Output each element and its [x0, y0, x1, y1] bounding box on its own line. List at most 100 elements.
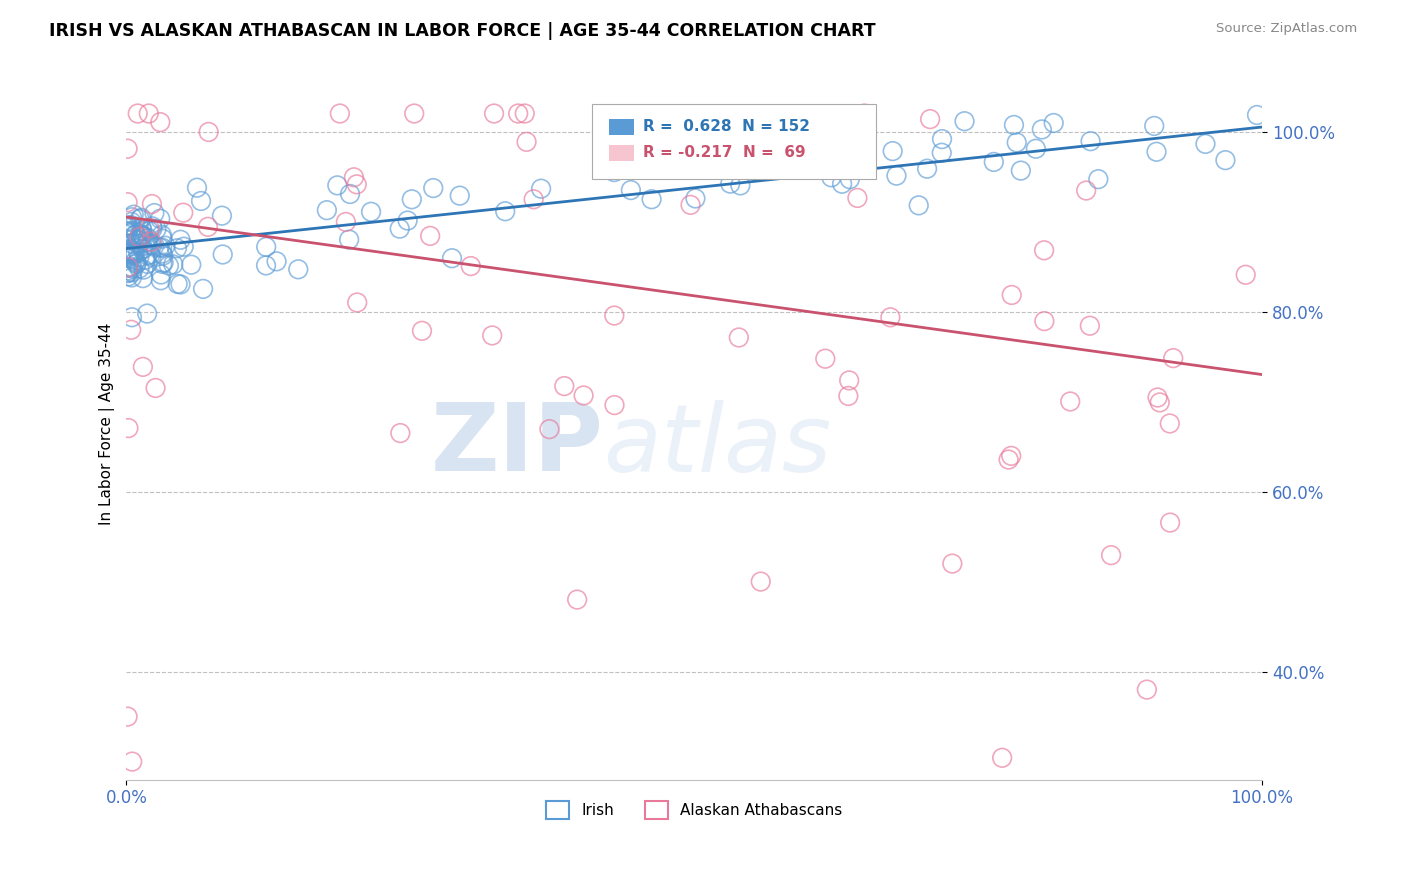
- Point: [915, 161, 938, 176]
- Point: [814, 351, 837, 366]
- Point: [117, 219, 139, 233]
- Point: [287, 262, 309, 277]
- Point: [141, 238, 163, 252]
- Point: [530, 182, 553, 196]
- Point: [169, 277, 191, 292]
- Point: [494, 204, 516, 219]
- Bar: [609, 145, 634, 161]
- Point: [117, 142, 139, 156]
- Point: [152, 255, 174, 269]
- Point: [136, 248, 159, 262]
- Point: [131, 224, 153, 238]
- Point: [143, 206, 166, 220]
- Point: [138, 224, 160, 238]
- Point: [157, 259, 180, 273]
- Point: [124, 254, 146, 268]
- Point: [131, 228, 153, 243]
- Point: [197, 219, 219, 234]
- Point: [145, 222, 167, 236]
- Point: [127, 233, 149, 247]
- Point: [852, 123, 875, 137]
- Legend: Irish, Alaskan Athabascans: Irish, Alaskan Athabascans: [540, 795, 848, 825]
- Point: [1076, 184, 1098, 198]
- Point: [396, 213, 419, 227]
- Point: [329, 106, 352, 120]
- Point: [173, 240, 195, 254]
- Point: [1078, 318, 1101, 333]
- Bar: [609, 119, 634, 135]
- Point: [131, 211, 153, 225]
- Text: R = -0.217  N =  69: R = -0.217 N = 69: [643, 145, 806, 160]
- Point: [835, 135, 858, 149]
- Point: [122, 245, 145, 260]
- Point: [603, 398, 626, 412]
- Point: [122, 228, 145, 243]
- Point: [931, 145, 953, 160]
- Point: [121, 211, 143, 225]
- Point: [879, 310, 901, 325]
- Point: [603, 165, 626, 179]
- Point: [135, 252, 157, 267]
- Text: atlas: atlas: [603, 400, 832, 491]
- Point: [139, 238, 162, 252]
- Point: [136, 257, 159, 271]
- Point: [1215, 153, 1237, 168]
- Point: [1194, 136, 1216, 151]
- Point: [1002, 118, 1025, 132]
- Point: [749, 574, 772, 589]
- Point: [685, 191, 707, 205]
- Point: [121, 236, 143, 251]
- Point: [136, 235, 159, 249]
- Point: [180, 258, 202, 272]
- Point: [449, 188, 471, 202]
- Point: [718, 177, 741, 191]
- Point: [128, 230, 150, 244]
- Point: [148, 241, 170, 255]
- Point: [1159, 516, 1181, 530]
- Point: [152, 248, 174, 262]
- Point: [120, 247, 142, 261]
- Point: [197, 125, 219, 139]
- Point: [1059, 394, 1081, 409]
- Point: [1005, 136, 1028, 150]
- Point: [118, 246, 141, 260]
- Point: [565, 592, 588, 607]
- Point: [125, 227, 148, 242]
- Point: [1234, 268, 1257, 282]
- Point: [117, 269, 139, 284]
- Point: [266, 254, 288, 268]
- Point: [132, 262, 155, 277]
- Point: [118, 251, 141, 265]
- Point: [121, 244, 143, 259]
- Point: [853, 106, 876, 120]
- Point: [679, 198, 702, 212]
- Point: [131, 228, 153, 243]
- Point: [953, 114, 976, 128]
- Point: [1010, 163, 1032, 178]
- Point: [120, 260, 142, 274]
- Point: [120, 323, 142, 337]
- Point: [128, 212, 150, 227]
- FancyBboxPatch shape: [592, 104, 876, 178]
- Point: [419, 228, 441, 243]
- Point: [1080, 134, 1102, 148]
- Point: [346, 295, 368, 310]
- Point: [131, 221, 153, 235]
- Point: [481, 328, 503, 343]
- Point: [422, 181, 444, 195]
- Point: [141, 197, 163, 211]
- Point: [129, 228, 152, 243]
- Point: [138, 106, 160, 120]
- Point: [120, 245, 142, 260]
- Point: [129, 227, 152, 242]
- Point: [1246, 108, 1268, 122]
- Point: [150, 227, 173, 242]
- Point: [120, 225, 142, 239]
- Point: [117, 265, 139, 279]
- Point: [1159, 417, 1181, 431]
- Text: IRISH VS ALASKAN ATHABASCAN IN LABOR FORCE | AGE 35-44 CORRELATION CHART: IRISH VS ALASKAN ATHABASCAN IN LABOR FOR…: [49, 22, 876, 40]
- Text: ZIP: ZIP: [430, 400, 603, 491]
- Point: [132, 228, 155, 243]
- Point: [388, 221, 411, 235]
- Point: [191, 282, 214, 296]
